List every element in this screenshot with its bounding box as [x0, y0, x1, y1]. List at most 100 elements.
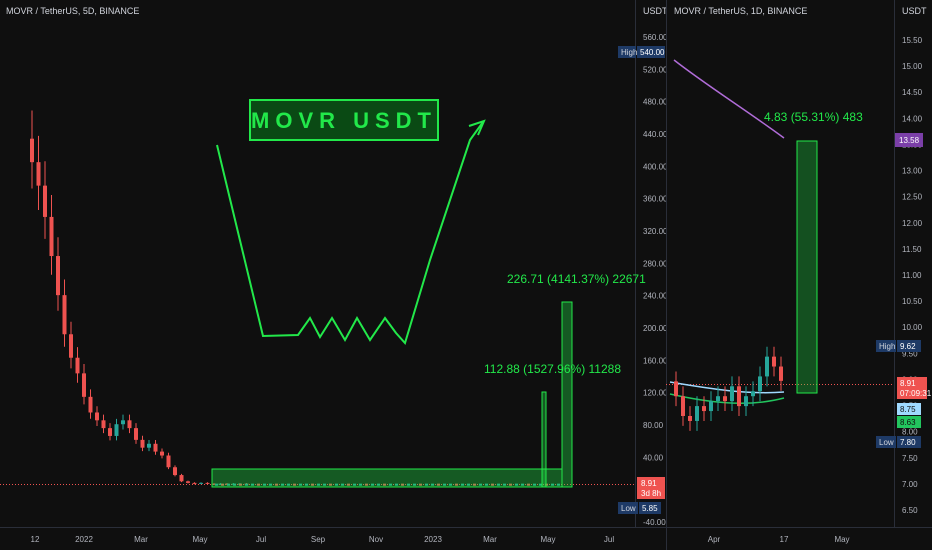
candle-body [134, 428, 138, 440]
candle-body [101, 420, 106, 429]
right-x-tick: 17 [780, 535, 789, 544]
left-y-tick: 480.00 [643, 98, 666, 107]
last-price-value: 8.91 [641, 479, 657, 488]
target-label-2: 226.71 (4141.37%) 22671 [507, 272, 646, 286]
candle-body [75, 357, 80, 374]
left-candles [30, 110, 560, 486]
left-y-tick: 40.00 [643, 453, 664, 462]
ma-purple-line [673, 59, 785, 139]
left-x-tick: Jul [256, 535, 266, 544]
right-x-tick: Apr [708, 535, 721, 544]
candle-body [114, 424, 119, 436]
left-y-tick: 200.00 [643, 324, 666, 333]
candle-body [153, 443, 158, 452]
candle-body [395, 483, 398, 486]
ma1-tag [897, 403, 921, 415]
candle-body [127, 420, 132, 429]
candle-body [275, 483, 278, 486]
candle-body [179, 475, 184, 482]
title-box[interactable] [249, 99, 439, 141]
right-low-tag [876, 436, 896, 448]
candle-body [192, 482, 197, 484]
candle-body [730, 386, 734, 402]
candle-body [62, 295, 67, 335]
candle-body [323, 483, 326, 486]
candle-body [140, 439, 145, 448]
candle-body [467, 483, 470, 486]
candle-body [479, 483, 482, 486]
candle-body [173, 467, 177, 476]
right-last-price-value: 8.91 [900, 379, 916, 388]
high-price-tag [637, 46, 665, 58]
candle-body [431, 483, 434, 486]
candle-body [287, 483, 290, 486]
right-y-tick: 10.50 [902, 297, 923, 306]
left-chart-pane[interactable]: MOVR / TetherUS, 5D, BINANCE USDT 560.00… [0, 0, 666, 550]
candle-body [293, 483, 296, 486]
candle-body [371, 483, 374, 486]
candle-body [227, 483, 230, 486]
right-y-tick: 12.50 [902, 193, 923, 202]
right-high-tag [876, 340, 896, 352]
ma2-tag [897, 416, 921, 428]
right-symbol-label[interactable]: MOVR / TetherUS, 1D, BINANCE [674, 6, 808, 16]
candle-body [108, 428, 112, 436]
candle-body [82, 373, 86, 397]
candle-body [527, 483, 530, 486]
right-y-tick: 11.00 [902, 271, 922, 280]
candle-body [491, 483, 494, 486]
candle-body [716, 396, 720, 402]
right-last-price-countdown: 07:09:31 [900, 389, 932, 398]
candle-body [215, 483, 218, 486]
left-x-tick: 12 [31, 535, 40, 544]
right-high-tag-label: High [879, 342, 895, 351]
candle-body [533, 483, 536, 486]
left-x-tick: Sep [311, 535, 326, 544]
candle-body [419, 483, 422, 486]
right-y-tick: 10.00 [902, 323, 923, 332]
right-chart-pane[interactable]: MOVR / TetherUS, 1D, BINANCE USDT 15.50 1… [666, 0, 932, 550]
left-symbol-label[interactable]: MOVR / TetherUS, 5D, BINANCE [6, 6, 140, 16]
right-x-axis[interactable]: Apr 17 May [708, 535, 850, 544]
left-y-tick: 320.00 [643, 227, 666, 236]
left-currency-label: USDT [643, 6, 666, 16]
right-low-tag-label: Low [879, 438, 894, 447]
left-y-axis[interactable]: 560.00 520.00 480.00 440.00 400.00 360.00 320.… [643, 33, 666, 527]
candle-body [335, 483, 338, 486]
candle-body [407, 483, 410, 486]
left-x-axis[interactable]: 12 2022 Mar May Jul Sep Nov 2023 Mar May Jul [31, 535, 615, 544]
candle-body [551, 483, 554, 486]
left-y-tick: 160.00 [643, 356, 666, 365]
right-x-tick: May [834, 535, 849, 544]
candle-body [245, 483, 248, 486]
right-y-tick: 11.50 [902, 245, 922, 254]
candle-body [263, 483, 266, 486]
left-x-tick: 2022 [75, 535, 93, 544]
left-x-tick: Nov [369, 535, 383, 544]
candle-body [497, 483, 500, 486]
candle-body [473, 483, 476, 486]
right-chart-svg[interactable]: USDT 15.5015.0014.5014.0013.5013.0012.50… [666, 0, 932, 550]
candle-body [49, 216, 54, 257]
right-y-tick: 6.50 [902, 506, 918, 515]
ma1-value: 8.75 [900, 405, 916, 414]
left-y-tick: 80.00 [643, 421, 664, 430]
candle-body [702, 406, 706, 412]
ma2-value: 8.63 [900, 418, 916, 427]
right-y-tick: 9.50 [902, 349, 918, 358]
candle-body [160, 451, 164, 456]
left-x-tick: Mar [483, 535, 497, 544]
right-y-tick: 12.00 [902, 219, 923, 228]
candle-body [365, 483, 368, 486]
candle-body [317, 483, 320, 486]
candle-body [257, 483, 260, 486]
candle-body [751, 391, 755, 397]
left-chart-svg[interactable]: USDT 560.00 520.00 480.00 440.00 400.00 360.0… [0, 0, 666, 550]
target-bar-2 [561, 301, 573, 488]
pattern-drawing[interactable] [216, 121, 484, 345]
candle-body [779, 366, 783, 381]
candle-body [199, 482, 203, 484]
candle-body [709, 401, 713, 412]
right-currency-label: USDT [902, 6, 927, 16]
right-y-tick: 15.50 [902, 36, 923, 45]
